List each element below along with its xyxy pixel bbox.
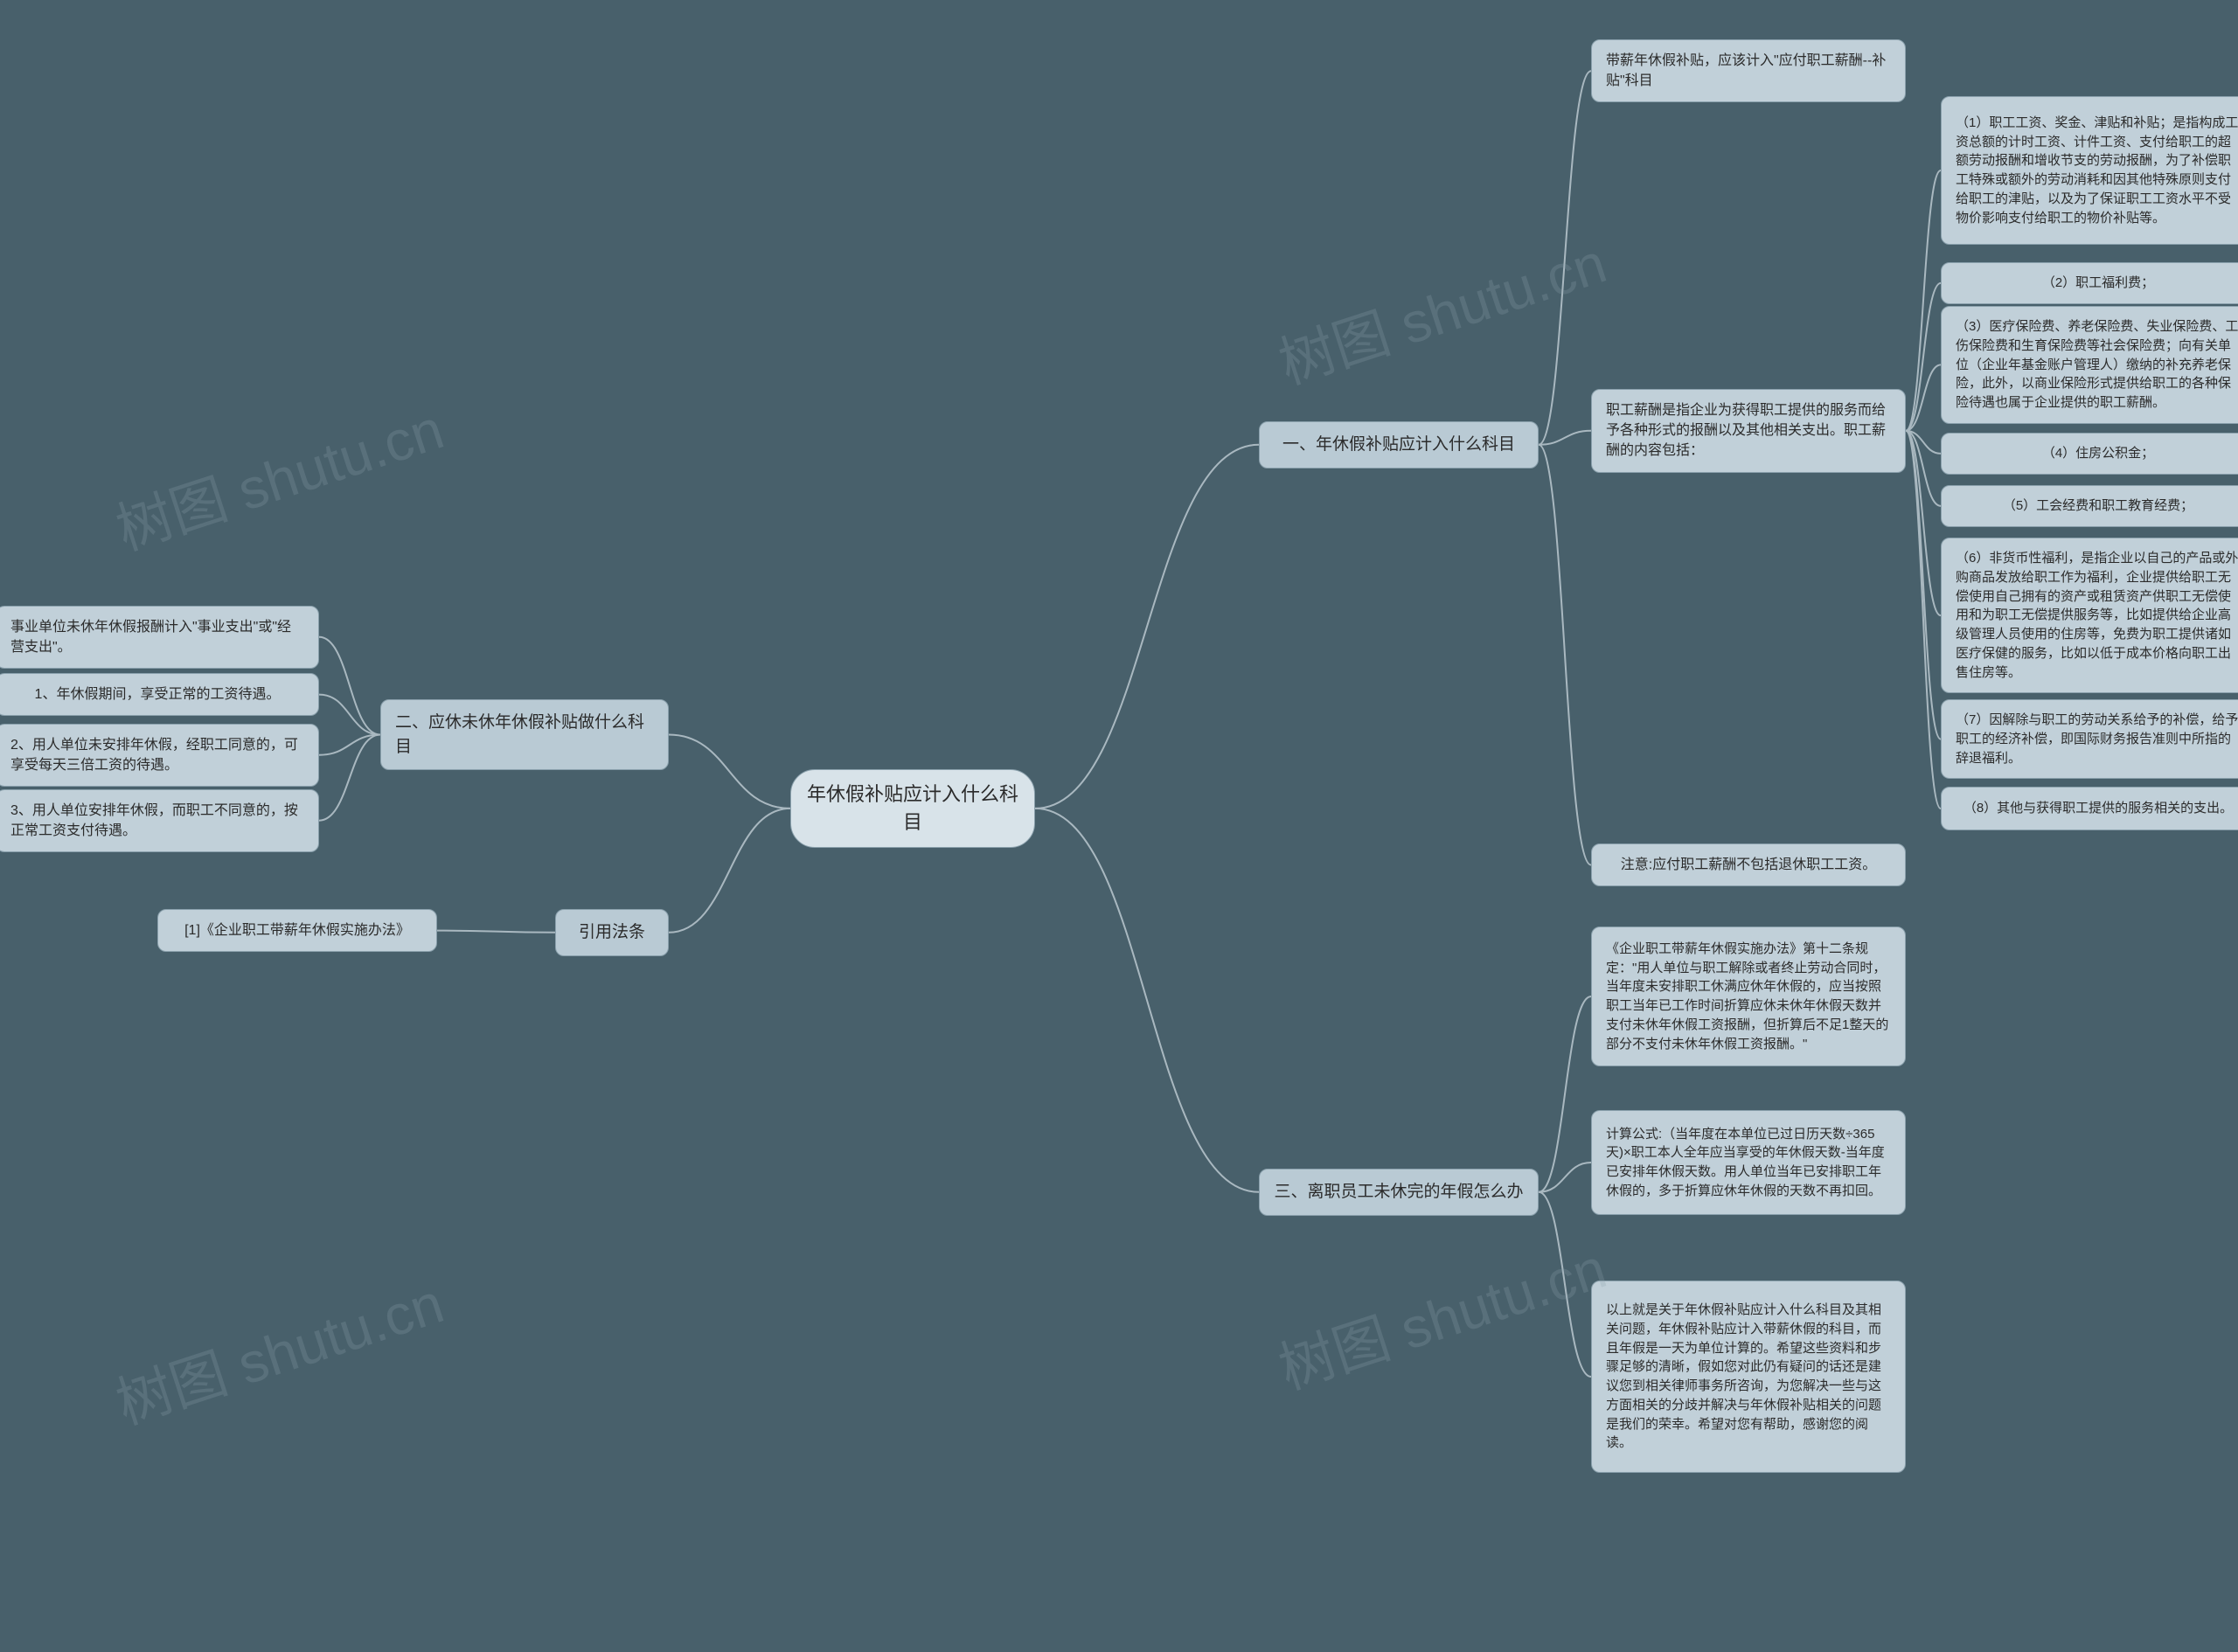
node-label: 二、应休未休年休假补贴做什么科目 — [395, 711, 654, 759]
node-label: 职工薪酬是指企业为获得职工提供的服务而给予各种形式的报酬以及其他相关支出。职工薪… — [1606, 400, 1891, 462]
node-label: 计算公式:（当年度在本单位已过日历天数÷365天)×职工本人全年应当享受的年休假… — [1606, 1125, 1891, 1201]
node-label: 以上就是关于年休假补贴应计入什么科目及其相关问题，年休假补贴应计入带薪休假的科目… — [1606, 1301, 1891, 1453]
mindmap-node[interactable]: 1、年休假期间，享受正常的工资待遇。 — [0, 673, 319, 716]
mindmap-node[interactable]: 3、用人单位安排年休假，而职工不同意的，按正常工资支付待遇。 — [0, 789, 319, 852]
mindmap-node[interactable]: （6）非货币性福利，是指企业以自己的产品或外购商品发放给职工作为福利，企业提供给… — [1941, 538, 2238, 693]
node-label: （3）医疗保险费、养老保险费、失业保险费、工伤保险费和生育保险费等社会保险费；向… — [1956, 317, 2238, 413]
mindmap-node[interactable]: （4）住房公积金； — [1941, 433, 2238, 475]
node-label: （2）职工福利费； — [2042, 274, 2154, 293]
mindmap-node[interactable]: 二、应休未休年休假补贴做什么科目 — [380, 699, 669, 770]
node-label: 引用法条 — [579, 920, 645, 945]
node-label: 3、用人单位安排年休假，而职工不同意的，按正常工资支付待遇。 — [10, 801, 304, 841]
node-label: 事业单位未休年休假报酬计入"事业支出"或"经营支出"。 — [10, 617, 304, 657]
mindmap-node[interactable]: 2、用人单位未安排年休假，经职工同意的，可享受每天三倍工资的待遇。 — [0, 724, 319, 787]
watermark: 树图 shutu.cn — [1268, 1224, 1615, 1405]
mindmap-node[interactable]: 以上就是关于年休假补贴应计入什么科目及其相关问题，年休假补贴应计入带薪休假的科目… — [1591, 1281, 1906, 1473]
node-label: 带薪年休假补贴，应该计入"应付职工薪酬--补贴"科目 — [1606, 51, 1891, 91]
mindmap-node[interactable]: 年休假补贴应计入什么科目 — [790, 769, 1035, 848]
node-label: （5）工会经费和职工教育经费； — [2003, 496, 2193, 516]
watermark: 树图 shutu.cn — [105, 1259, 452, 1440]
mindmap-node[interactable]: 一、年休假补贴应计入什么科目 — [1259, 421, 1539, 469]
mindmap-node[interactable]: （8）其他与获得职工提供的服务相关的支出。 — [1941, 787, 2238, 830]
node-label: 1、年休假期间，享受正常的工资待遇。 — [35, 684, 281, 705]
mindmap-node[interactable]: 《企业职工带薪年休假实施办法》第十二条规定："用人单位与职工解除或者终止劳动合同… — [1591, 927, 1906, 1066]
node-label: 注意:应付职工薪酬不包括退休职工工资。 — [1621, 855, 1876, 875]
mindmap-canvas: 年休假补贴应计入什么科目 一、年休假补贴应计入什么科目 带薪年休假补贴，应该计入"应… — [0, 0, 2238, 1652]
node-label: （1）职工工资、奖金、津贴和补贴；是指构成工资总额的计时工资、计件工资、支付给职… — [1956, 114, 2238, 228]
watermark: 树图 shutu.cn — [105, 385, 452, 566]
mindmap-node[interactable]: 职工薪酬是指企业为获得职工提供的服务而给予各种形式的报酬以及其他相关支出。职工薪… — [1591, 389, 1906, 473]
node-label: [1]《企业职工带薪年休假实施办法》 — [184, 920, 410, 941]
node-label: 一、年休假补贴应计入什么科目 — [1282, 433, 1515, 457]
mindmap-node[interactable]: 带薪年休假补贴，应该计入"应付职工薪酬--补贴"科目 — [1591, 39, 1906, 102]
mindmap-node[interactable]: 注意:应付职工薪酬不包括退休职工工资。 — [1591, 843, 1906, 886]
mindmap-node[interactable]: 计算公式:（当年度在本单位已过日历天数÷365天)×职工本人全年应当享受的年休假… — [1591, 1110, 1906, 1215]
node-label: （7）因解除与职工的劳动关系给予的补偿，给予职工的经济补偿，即国际财务报告准则中… — [1956, 711, 2238, 767]
node-label: 三、离职员工未休完的年假怎么办 — [1274, 1180, 1523, 1204]
mindmap-node[interactable]: （2）职工福利费； — [1941, 262, 2238, 304]
mindmap-node[interactable]: （5）工会经费和职工教育经费； — [1941, 485, 2238, 527]
mindmap-node[interactable]: 事业单位未休年休假报酬计入"事业支出"或"经营支出"。 — [0, 606, 319, 669]
node-label: 2、用人单位未安排年休假，经职工同意的，可享受每天三倍工资的待遇。 — [10, 735, 304, 775]
node-label: （6）非货币性福利，是指企业以自己的产品或外购商品发放给职工作为福利，企业提供给… — [1956, 549, 2238, 682]
node-label: （4）住房公积金； — [2042, 444, 2154, 463]
mindmap-node[interactable]: 三、离职员工未休完的年假怎么办 — [1259, 1169, 1539, 1216]
mindmap-node[interactable]: （1）职工工资、奖金、津贴和补贴；是指构成工资总额的计时工资、计件工资、支付给职… — [1941, 96, 2238, 245]
node-label: 年休假补贴应计入什么科目 — [805, 781, 1020, 836]
watermark: 树图 shutu.cn — [1268, 219, 1615, 399]
node-label: 《企业职工带薪年休假实施办法》第十二条规定："用人单位与职工解除或者终止劳动合同… — [1606, 940, 1891, 1054]
mindmap-node[interactable]: [1]《企业职工带薪年休假实施办法》 — [157, 909, 437, 952]
mindmap-node[interactable]: （3）医疗保险费、养老保险费、失业保险费、工伤保险费和生育保险费等社会保险费；向… — [1941, 306, 2238, 424]
mindmap-node[interactable]: （7）因解除与职工的劳动关系给予的补偿，给予职工的经济补偿，即国际财务报告准则中… — [1941, 699, 2238, 779]
mindmap-node[interactable]: 引用法条 — [555, 909, 669, 956]
node-label: （8）其他与获得职工提供的服务相关的支出。 — [1963, 799, 2233, 818]
